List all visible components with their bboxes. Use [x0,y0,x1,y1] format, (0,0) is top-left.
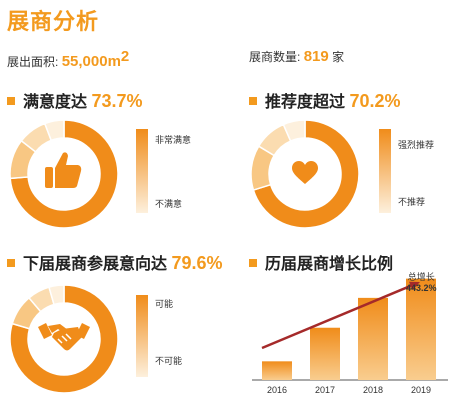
recommend-heading: 推荐度超过 70.2% [249,88,401,112]
growth-annotation-label: 总增长 [407,272,435,282]
exhibitor-count-unit: 家 [332,50,345,64]
recommend-main-slice [252,119,360,229]
bullet-square [7,259,15,267]
bullet-square [249,259,257,267]
satisfaction-label: 满意度达 [23,94,88,111]
bar-2019 [406,278,436,380]
growth-annotation: 总增长 443.2% [406,272,437,294]
x-tick-label-2016: 2016 [267,385,287,395]
growth-arrow-head [409,281,420,291]
heart-icon [292,161,318,184]
exhibition-area-label: 展出面积: [7,55,59,69]
exhibitor-count-stat: 展商数量: 819 家 [249,48,344,65]
satisfaction-heading: 满意度达 73.7% [7,88,143,112]
satisfaction-donut-chart [9,119,119,229]
exhibition-area-unit-sup: 2 [120,48,130,65]
page-title: 展商分析 [7,9,100,34]
x-tick-label-2017: 2017 [315,385,335,395]
x-tick-label-2018: 2018 [363,385,383,395]
exhibitor-count-label: 展商数量: [249,50,301,64]
bar-2016 [262,361,292,380]
bullet-square [7,97,15,105]
intent-legend-gradient [136,295,148,377]
recommend-legend-top: 强烈推荐 [398,140,435,150]
satisfaction-main-slice [9,119,119,229]
satisfaction-legend-bottom: 不满意 [155,199,183,209]
growth-bar-chart: 2016 2017 2018 2019 [252,278,448,395]
exhibitor-count-value: 819 [303,48,329,65]
recommend-legend-bottom: 不推荐 [398,197,426,207]
thumbs-up-icon [45,152,82,188]
bullet-square [249,97,257,105]
intent-legend-bottom: 不可能 [155,356,183,366]
bar-2018 [358,297,388,380]
growth-heading: 历届展商增长比例 [249,250,393,274]
x-tick-label-2019: 2019 [411,385,431,395]
intent-label: 下届展商参展意向达 [23,256,168,273]
satisfaction-legend-top: 非常满意 [155,135,192,145]
intent-value: 79.6% [171,253,223,273]
recommend-legend-gradient [379,129,391,213]
recommend-remaining-slice-3 [282,119,306,142]
intent-donut-chart [9,284,119,394]
intent-heading: 下届展商参展意向达 79.6% [7,250,223,274]
satisfaction-remaining-slice-3 [43,119,65,142]
growth-arrow-line [261,283,414,350]
bar-2017 [310,327,340,380]
growth-annotation-value: 443.2% [406,283,437,293]
intent-legend-top: 可能 [155,299,174,309]
growth-label: 历届展商增长比例 [265,256,394,273]
exhibition-area-stat: 展出面积: 55,000m2 [7,48,129,70]
handshake-icon [38,323,90,351]
intent-main-slice [9,284,119,394]
recommend-donut-chart [250,119,360,229]
satisfaction-legend-gradient [136,129,148,213]
intent-remaining-slice-3 [48,284,65,306]
recommend-label: 推荐度超过 [265,94,346,111]
exhibition-area-value: 55,000m [61,53,121,70]
satisfaction-value: 73.7% [91,91,143,111]
recommend-value: 70.2% [349,91,401,111]
